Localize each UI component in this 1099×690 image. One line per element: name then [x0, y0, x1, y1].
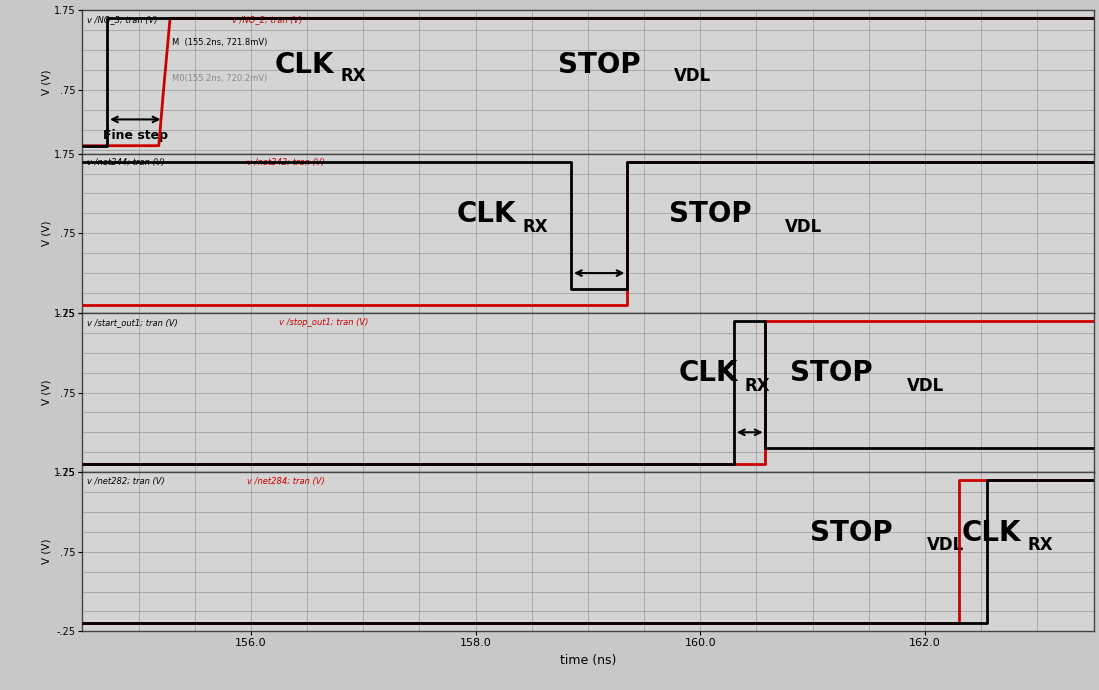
Text: M  (155.2ns, 721.8mV): M (155.2ns, 721.8mV) [173, 38, 268, 47]
X-axis label: time (ns): time (ns) [559, 654, 617, 667]
Text: STOP: STOP [669, 200, 752, 228]
Text: STOP: STOP [810, 519, 893, 546]
Y-axis label: V (V): V (V) [41, 69, 51, 95]
Text: v /stop_out1; tran (V): v /stop_out1; tran (V) [279, 317, 368, 326]
Text: M0(155.2ns, 720.2mV): M0(155.2ns, 720.2mV) [173, 74, 267, 83]
Text: VDL: VDL [926, 536, 964, 554]
Text: v /NO_2; tran (V): v /NO_2; tran (V) [232, 14, 302, 23]
Text: v /NO_3; tran (V): v /NO_3; tran (V) [88, 14, 158, 23]
Text: VDL: VDL [674, 67, 711, 86]
Text: Fine step: Fine step [102, 129, 168, 142]
Text: RX: RX [1028, 536, 1054, 554]
Text: CLK: CLK [275, 51, 334, 79]
Text: v /net244; tran (V): v /net244; tran (V) [88, 159, 165, 168]
Text: VDL: VDL [907, 377, 944, 395]
Text: RX: RX [341, 67, 366, 86]
Text: STOP: STOP [790, 359, 873, 387]
Y-axis label: V (V): V (V) [41, 380, 51, 405]
Text: v /net284; tran (V): v /net284; tran (V) [247, 477, 325, 486]
Text: STOP: STOP [557, 51, 641, 79]
Text: v /start_out1; tran (V): v /start_out1; tran (V) [88, 317, 178, 326]
Y-axis label: V (V): V (V) [41, 539, 51, 564]
Text: RX: RX [745, 377, 770, 395]
Text: CLK: CLK [679, 359, 739, 387]
Text: v /net282; tran (V): v /net282; tran (V) [88, 477, 165, 486]
Text: v /net242; tran (V): v /net242; tran (V) [247, 159, 325, 168]
Text: VDL: VDL [785, 218, 822, 236]
Y-axis label: V (V): V (V) [41, 221, 51, 246]
Text: CLK: CLK [456, 200, 517, 228]
Text: RX: RX [522, 218, 548, 236]
Text: CLK: CLK [962, 519, 1022, 546]
